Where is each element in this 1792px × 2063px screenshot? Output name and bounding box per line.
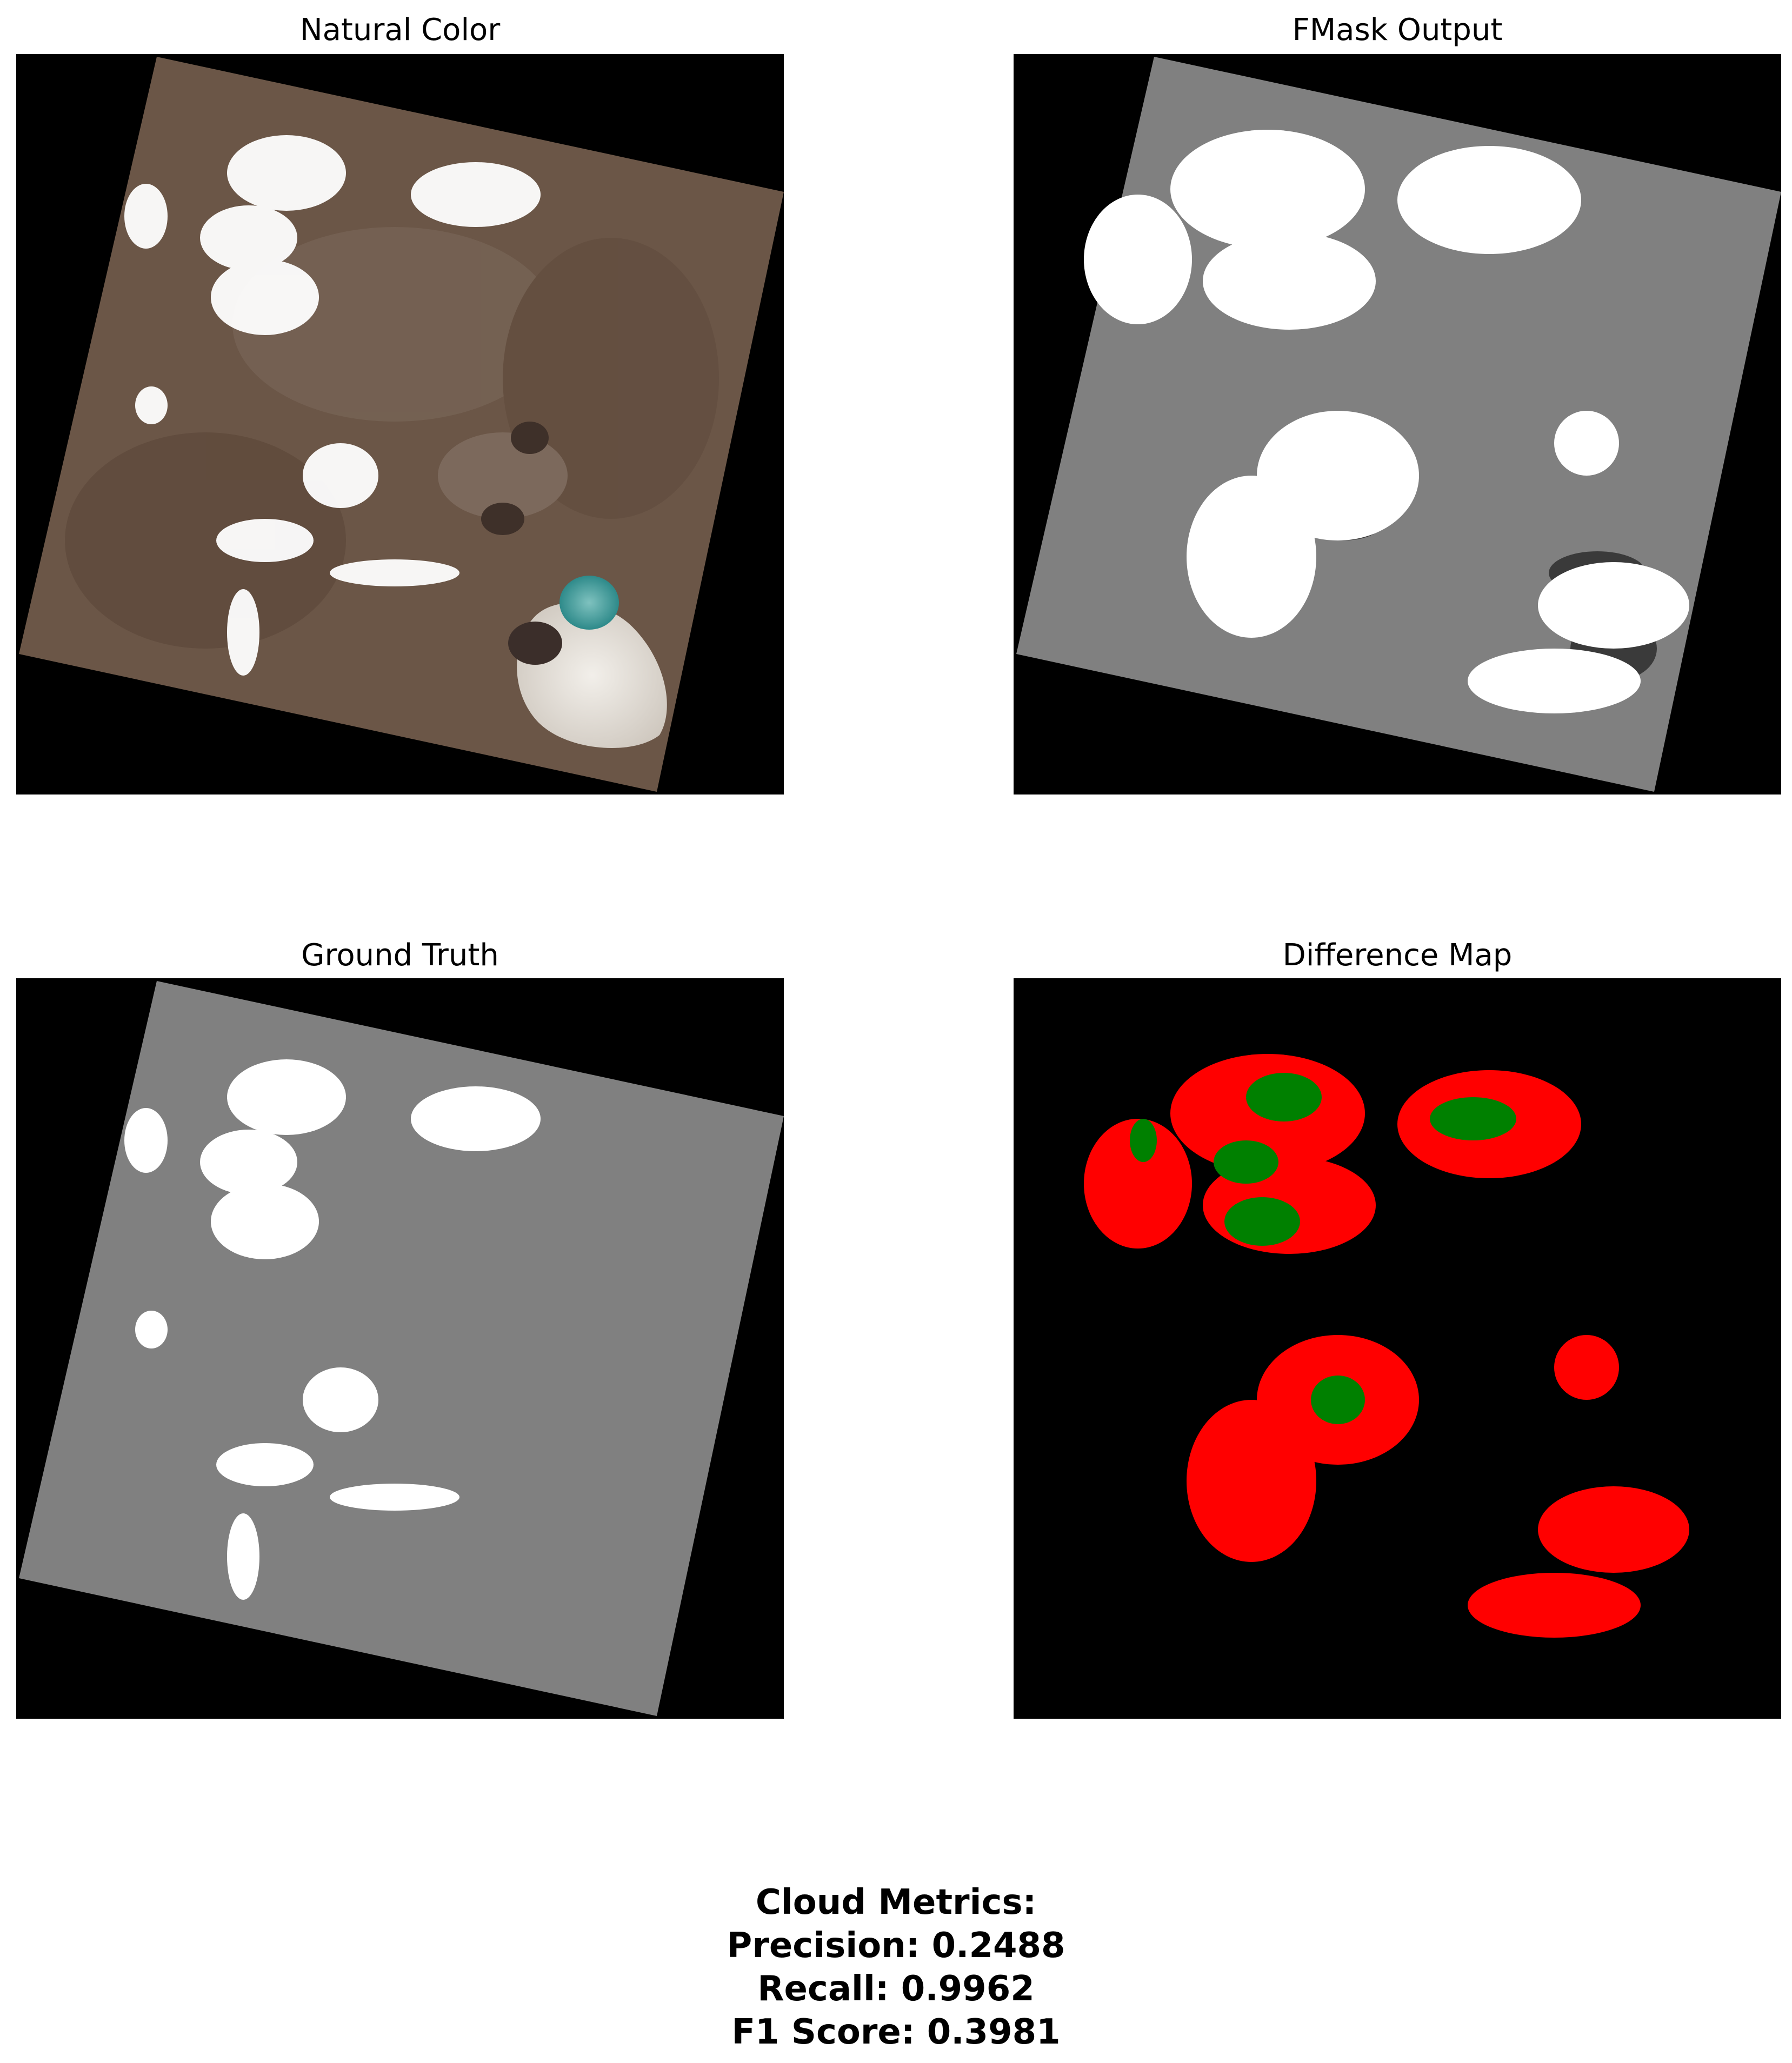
scene-footprint — [19, 981, 784, 1716]
true-positive-regions — [1130, 1073, 1516, 1424]
fmask-output-title: FMask Output — [1292, 12, 1503, 48]
metrics-heading: Cloud Metrics: — [755, 1882, 1037, 1922]
f1-score-value: F1 Score: 0.3981 — [731, 2012, 1061, 2052]
difference-map-title: Difference Map — [1282, 938, 1513, 973]
fmask-output-scene — [1016, 57, 1781, 792]
terrain-texture — [65, 227, 719, 649]
recall-value: Recall: 0.9962 — [757, 1969, 1035, 2009]
ground-truth-image — [16, 978, 784, 1719]
dark-volcano — [508, 622, 562, 665]
natural-color-image — [16, 54, 784, 795]
turquoise-lake — [559, 576, 619, 630]
difference-map-image — [1014, 978, 1781, 1719]
cloud-metrics: Cloud Metrics: Precision: 0.2488 Recall:… — [0, 1881, 1792, 2054]
ground-truth-title: Ground Truth — [301, 938, 499, 973]
natural-color-title: Natural Color — [299, 12, 501, 48]
ground-truth-scene — [19, 981, 784, 1716]
scene-footprint — [1016, 57, 1781, 792]
precision-value: Precision: 0.2488 — [727, 1926, 1065, 1966]
fmask-output-image — [1014, 54, 1781, 795]
cloud-mask — [1084, 130, 1689, 713]
cloud-features — [124, 135, 541, 676]
natural-color-scene — [19, 57, 784, 792]
difference-map-scene — [1014, 978, 1781, 1719]
truth-cloud-mask — [124, 1059, 541, 1600]
